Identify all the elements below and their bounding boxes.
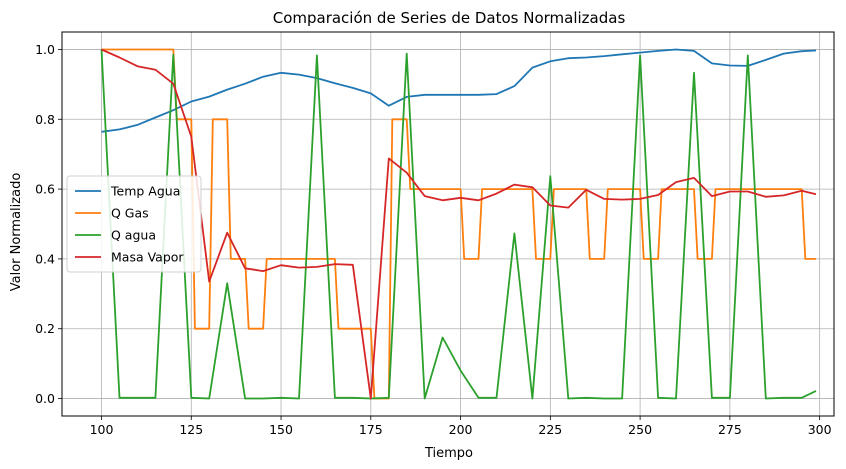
- y-tick-label: 0.6: [35, 182, 55, 197]
- x-axis-label: Tiempo: [424, 446, 473, 461]
- x-tick-label: 300: [808, 422, 832, 437]
- x-tick-label: 200: [449, 422, 473, 437]
- x-tick-label: 250: [628, 422, 652, 437]
- legend-label-q-gas: Q Gas: [111, 206, 149, 221]
- x-tick-label: 125: [179, 422, 203, 437]
- y-tick-label: 0.4: [35, 251, 55, 266]
- x-tick-label: 150: [269, 422, 293, 437]
- x-tick-label: 175: [359, 422, 383, 437]
- axis-ticks: 100 125 150 175 200 225 250 275 300 0.0 0.2 0.4 0.6 0…: [35, 42, 832, 437]
- y-tick-label: 0.8: [35, 112, 55, 127]
- plot-area-frame: [61, 31, 835, 417]
- series-line-q-gas: [101, 48, 816, 400]
- legend-label-temp-agua: Temp Agua: [110, 184, 180, 199]
- x-tick-label: 225: [538, 422, 562, 437]
- y-tick-label: 1.0: [35, 42, 55, 57]
- y-axis-label: Valor Normalizado: [9, 173, 24, 292]
- y-tick-label: 0.0: [35, 391, 55, 406]
- series-line-masa-vapor: [101, 48, 817, 400]
- legend: Temp Agua Q Gas Q agua Masa Vapor: [66, 175, 202, 273]
- legend-label-q-agua: Q agua: [111, 228, 156, 243]
- x-tick-label: 275: [718, 422, 742, 437]
- series-line-q-agua: [100, 49, 817, 400]
- legend-frame: [66, 175, 202, 273]
- series-lines: [100, 48, 817, 400]
- series-line-temp-agua: [101, 48, 817, 133]
- chart-title: Comparación de Series de Datos Normaliza…: [273, 9, 626, 27]
- x-tick-label: 100: [90, 422, 114, 437]
- y-tick-label: 0.2: [35, 321, 55, 336]
- legend-label-masa-vapor: Masa Vapor: [111, 250, 184, 265]
